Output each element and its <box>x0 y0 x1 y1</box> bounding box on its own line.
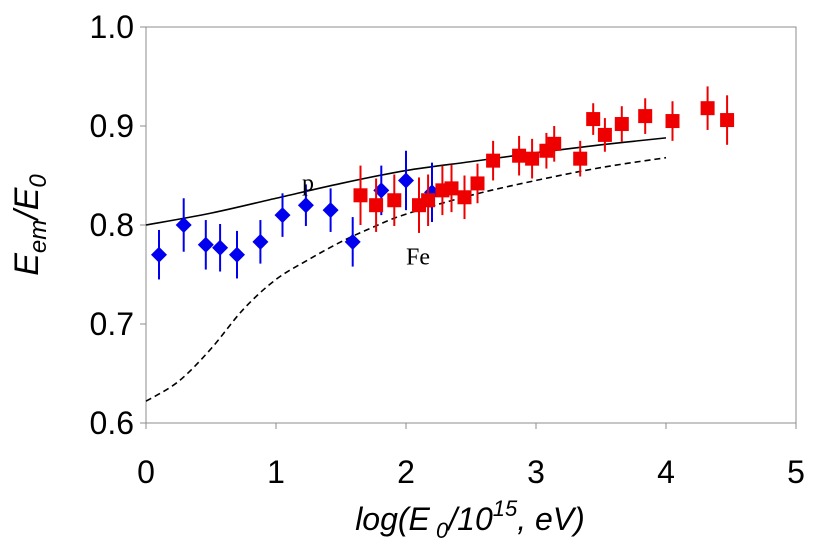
y-tick-label-1: 0.7 <box>90 306 134 342</box>
plot-area <box>145 26 797 424</box>
x-tick-label-0: 0 <box>137 454 155 490</box>
data-point-square-20 <box>700 101 715 116</box>
data-point-square-18 <box>638 109 653 124</box>
tick-labels: 0.6 0.7 0.8 0.9 1.0 0 1 2 3 4 5 <box>90 9 805 490</box>
y-tick-label-4: 1.0 <box>90 9 134 45</box>
x-tick-label-1: 1 <box>267 454 285 490</box>
data-point-diamond-9 <box>344 233 361 250</box>
data-point-diamond-2 <box>197 236 214 253</box>
data-point-square-14 <box>573 151 588 166</box>
data-point-square-11 <box>525 151 540 166</box>
curve-label-fe: Fe <box>406 245 430 271</box>
data-point-diamond-6 <box>274 207 291 224</box>
data-point-square-21 <box>720 113 735 128</box>
data-point-square-13 <box>547 136 562 151</box>
data-point-square-19 <box>665 114 680 129</box>
data-point-square-15 <box>586 112 601 127</box>
data-point-diamond-0 <box>151 246 167 263</box>
data-point-square-8 <box>470 176 485 191</box>
data-point-diamond-7 <box>297 197 314 214</box>
x-tick-label-3: 3 <box>527 454 545 490</box>
data-point-square-6 <box>444 181 459 196</box>
data-point-square-7 <box>457 190 472 205</box>
y-tick-label-0: 0.6 <box>90 405 134 441</box>
data-point-square-1 <box>369 198 384 213</box>
data-point-square-4 <box>421 193 436 208</box>
data-point-square-2 <box>387 193 402 208</box>
data-point-square-0 <box>353 188 368 203</box>
y-axis-title: Eem/E0 <box>8 174 52 276</box>
data-point-square-16 <box>597 127 612 142</box>
data-point-diamond-5 <box>252 233 269 250</box>
y-tick-label-2: 0.8 <box>90 207 134 243</box>
tick-marks <box>140 26 797 429</box>
y-tick-label-3: 0.9 <box>90 108 134 144</box>
x-tick-label-4: 4 <box>657 454 675 490</box>
x-tick-label-2: 2 <box>397 454 415 490</box>
data-points <box>151 86 735 280</box>
data-point-diamond-10 <box>373 182 390 199</box>
data-point-square-17 <box>614 117 629 132</box>
x-tick-label-5: 5 <box>787 454 805 490</box>
x-axis-title: log(E 0/1015, eV) <box>355 496 585 543</box>
data-point-square-9 <box>486 153 501 168</box>
data-point-diamond-11 <box>398 172 414 189</box>
data-point-square-10 <box>512 148 527 163</box>
data-point-diamond-4 <box>229 246 245 263</box>
data-point-diamond-3 <box>212 239 229 256</box>
data-point-diamond-8 <box>322 202 339 219</box>
curve-label-p: p <box>302 170 314 196</box>
data-point-diamond-1 <box>175 217 192 233</box>
curve-fe <box>145 156 667 402</box>
